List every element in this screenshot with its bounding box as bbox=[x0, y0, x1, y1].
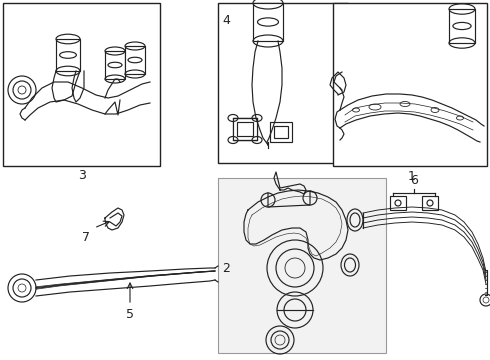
Bar bbox=[125, 46, 145, 74]
Bar bbox=[56, 39, 80, 71]
Text: 7: 7 bbox=[82, 231, 90, 244]
Bar bbox=[333, 3, 487, 166]
Bar bbox=[233, 118, 257, 140]
Bar bbox=[218, 3, 348, 163]
Bar bbox=[237, 122, 253, 136]
Bar bbox=[253, 3, 283, 41]
Bar bbox=[449, 9, 475, 43]
Bar bbox=[422, 196, 438, 210]
Text: 1: 1 bbox=[408, 170, 416, 183]
Bar bbox=[390, 196, 406, 210]
Bar bbox=[218, 178, 386, 353]
Text: 5: 5 bbox=[126, 308, 134, 321]
Bar bbox=[3, 3, 160, 166]
Text: 4: 4 bbox=[222, 14, 230, 27]
Bar bbox=[274, 126, 288, 138]
Text: 3: 3 bbox=[78, 169, 86, 182]
Text: 2: 2 bbox=[222, 261, 230, 274]
Text: 6: 6 bbox=[410, 174, 418, 187]
Bar bbox=[105, 51, 125, 79]
Bar bbox=[270, 122, 292, 142]
Bar bbox=[233, 118, 257, 140]
